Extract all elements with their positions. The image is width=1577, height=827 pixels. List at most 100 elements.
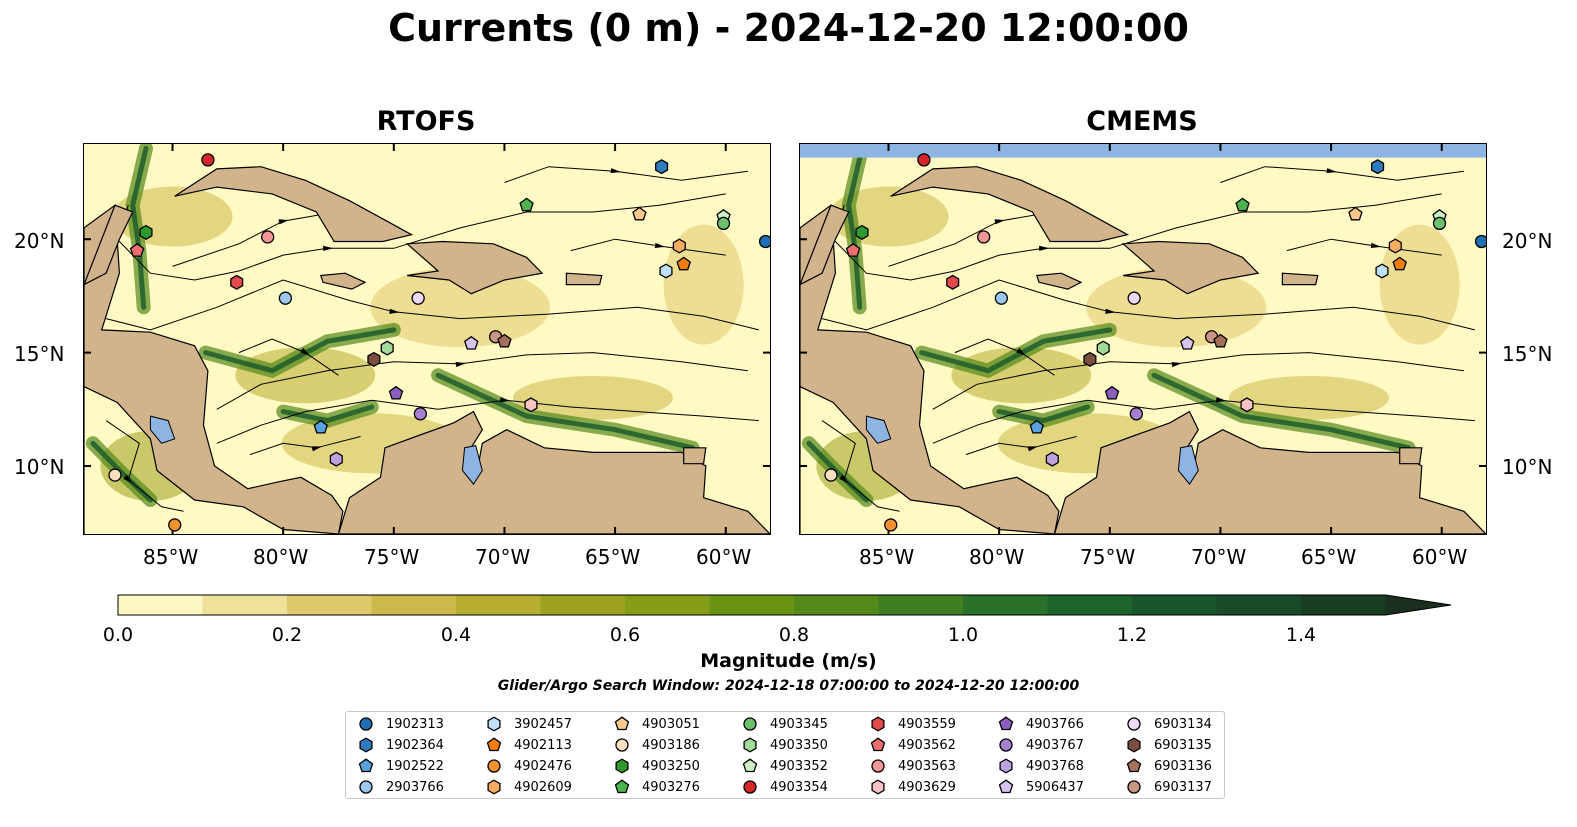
platform-marker-4902476[interactable] [168, 518, 182, 532]
legend-marker-6903137[interactable] [1127, 780, 1141, 794]
legend-marker-4903352[interactable] [742, 758, 758, 773]
legend-marker-4903563[interactable] [871, 759, 885, 773]
land-hispaniola [405, 240, 544, 295]
lon-tick-right-65: 65°W [1301, 545, 1357, 569]
platform-marker-4903559[interactable] [946, 274, 960, 290]
platform-marker-3902457[interactable] [1375, 263, 1389, 279]
platform-marker-4903563[interactable] [977, 230, 991, 244]
colorbar-segment [1216, 595, 1302, 615]
legend-marker-1902313[interactable] [359, 717, 373, 731]
land-southam [1053, 410, 1486, 534]
streamline-arrow [499, 397, 511, 403]
platform-marker-4903766[interactable] [1104, 385, 1120, 400]
platform-marker-1902313[interactable] [758, 234, 770, 249]
platform-marker-1902522[interactable] [1029, 419, 1044, 434]
platform-marker-4903345[interactable] [1432, 216, 1447, 231]
platform-marker-4903563[interactable] [261, 230, 275, 244]
platform-marker-4903186[interactable] [108, 468, 122, 482]
platform-marker-4903250[interactable] [855, 224, 869, 240]
legend-marker-4903354[interactable] [743, 780, 757, 794]
platform-marker-4903629[interactable] [1240, 397, 1254, 413]
platform-marker-4903186[interactable] [824, 468, 838, 482]
legend-marker-4902476[interactable] [487, 759, 501, 773]
platform-marker-4903766[interactable] [388, 385, 404, 400]
platform-marker-4903051[interactable] [1348, 206, 1363, 221]
lon-tick-right-85: 85°W [859, 545, 915, 569]
legend-marker-4903767[interactable] [999, 738, 1013, 752]
legend-entry: 4903629 [870, 778, 956, 796]
legend-marker-5906437[interactable] [998, 779, 1014, 794]
platform-marker-4903629[interactable] [524, 397, 538, 413]
platform-marker-4903350[interactable] [1096, 340, 1110, 356]
platform-marker-4903559[interactable] [230, 274, 244, 290]
platform-marker-4903250[interactable] [139, 224, 153, 240]
platform-marker-4902609[interactable] [1388, 238, 1402, 254]
rtofs-map[interactable] [83, 143, 771, 535]
colorbar-segment [118, 595, 203, 615]
platform-marker-2903766[interactable] [994, 291, 1009, 305]
platform-marker-4903562[interactable] [129, 242, 145, 257]
legend-marker-4903276[interactable] [614, 779, 630, 794]
legend-marker-icon [999, 758, 1013, 774]
colorbar-segment [1301, 595, 1386, 615]
streamline [216, 399, 759, 444]
lake-nicaragua [149, 415, 176, 444]
platform-marker-6903136[interactable] [1213, 333, 1228, 348]
legend-marker-4903766[interactable] [998, 716, 1014, 731]
platform-marker-5906437[interactable] [464, 335, 479, 350]
legend-marker-4903559[interactable] [871, 716, 885, 732]
platform-marker-4903768[interactable] [1045, 451, 1059, 467]
legend-marker-4903345[interactable] [743, 717, 757, 731]
platform-marker-4903345[interactable] [716, 216, 731, 231]
legend-marker-4903051[interactable] [614, 716, 630, 731]
legend-marker-6903135[interactable] [1127, 737, 1141, 753]
legend-marker-icon [870, 737, 886, 752]
platform-marker-6903134[interactable] [1127, 291, 1141, 305]
legend-marker-4902609[interactable] [487, 779, 501, 795]
platform-marker-4903562[interactable] [845, 242, 861, 257]
legend-marker-1902364[interactable] [359, 737, 373, 753]
platform-marker-2903766[interactable] [278, 291, 293, 305]
legend-marker-2903766[interactable] [359, 780, 373, 794]
platform-marker-5906437[interactable] [1180, 335, 1195, 350]
platform-marker-4903350[interactable] [380, 340, 394, 356]
lon-tick-left-70: 70°W [475, 545, 531, 569]
platform-marker-1902364[interactable] [655, 159, 669, 175]
legend-marker-4903768[interactable] [999, 758, 1013, 774]
platform-marker-6903135[interactable] [367, 351, 381, 367]
cmems-map[interactable] [799, 143, 1487, 535]
legend-marker-6903136[interactable] [1126, 758, 1142, 773]
platform-marker-3902457[interactable] [659, 263, 673, 279]
legend-marker-4902113[interactable] [486, 737, 502, 752]
platform-marker-4902113[interactable] [676, 256, 691, 271]
streamline [965, 436, 1077, 456]
legend-marker-4903629[interactable] [871, 779, 885, 795]
platform-marker-1902364[interactable] [1371, 159, 1385, 175]
legend-marker-1902522[interactable] [358, 758, 374, 773]
platform-marker-6903134[interactable] [411, 291, 425, 305]
legend-marker-6903134[interactable] [1127, 717, 1141, 731]
legend-label: 5906437 [1026, 779, 1084, 795]
platform-marker-6903135[interactable] [1083, 351, 1097, 367]
platform-marker-4903276[interactable] [1235, 197, 1250, 212]
legend-marker-3902457[interactable] [487, 716, 501, 732]
legend-label: 4903354 [770, 779, 828, 795]
legend-marker-4903250[interactable] [615, 758, 629, 774]
platform-marker-1902313[interactable] [1474, 234, 1486, 249]
legend-marker-4903186[interactable] [615, 738, 629, 752]
platform-marker-4903767[interactable] [413, 407, 428, 421]
platform-marker-4903276[interactable] [519, 197, 534, 212]
legend-marker-4903562[interactable] [870, 737, 886, 752]
legend-marker-4903350[interactable] [743, 737, 757, 753]
platform-marker-4903354[interactable] [917, 153, 931, 167]
platform-marker-4902113[interactable] [1392, 256, 1407, 271]
platform-marker-4902476[interactable] [884, 518, 898, 532]
platform-marker-4903051[interactable] [632, 206, 647, 221]
legend-marker-icon [359, 737, 373, 753]
platform-marker-4903768[interactable] [329, 451, 343, 467]
platform-marker-1902522[interactable] [313, 419, 328, 434]
platform-marker-4903354[interactable] [201, 153, 215, 167]
platform-marker-6903136[interactable] [497, 333, 512, 348]
platform-marker-4903767[interactable] [1129, 407, 1144, 421]
platform-marker-4902609[interactable] [672, 238, 686, 254]
